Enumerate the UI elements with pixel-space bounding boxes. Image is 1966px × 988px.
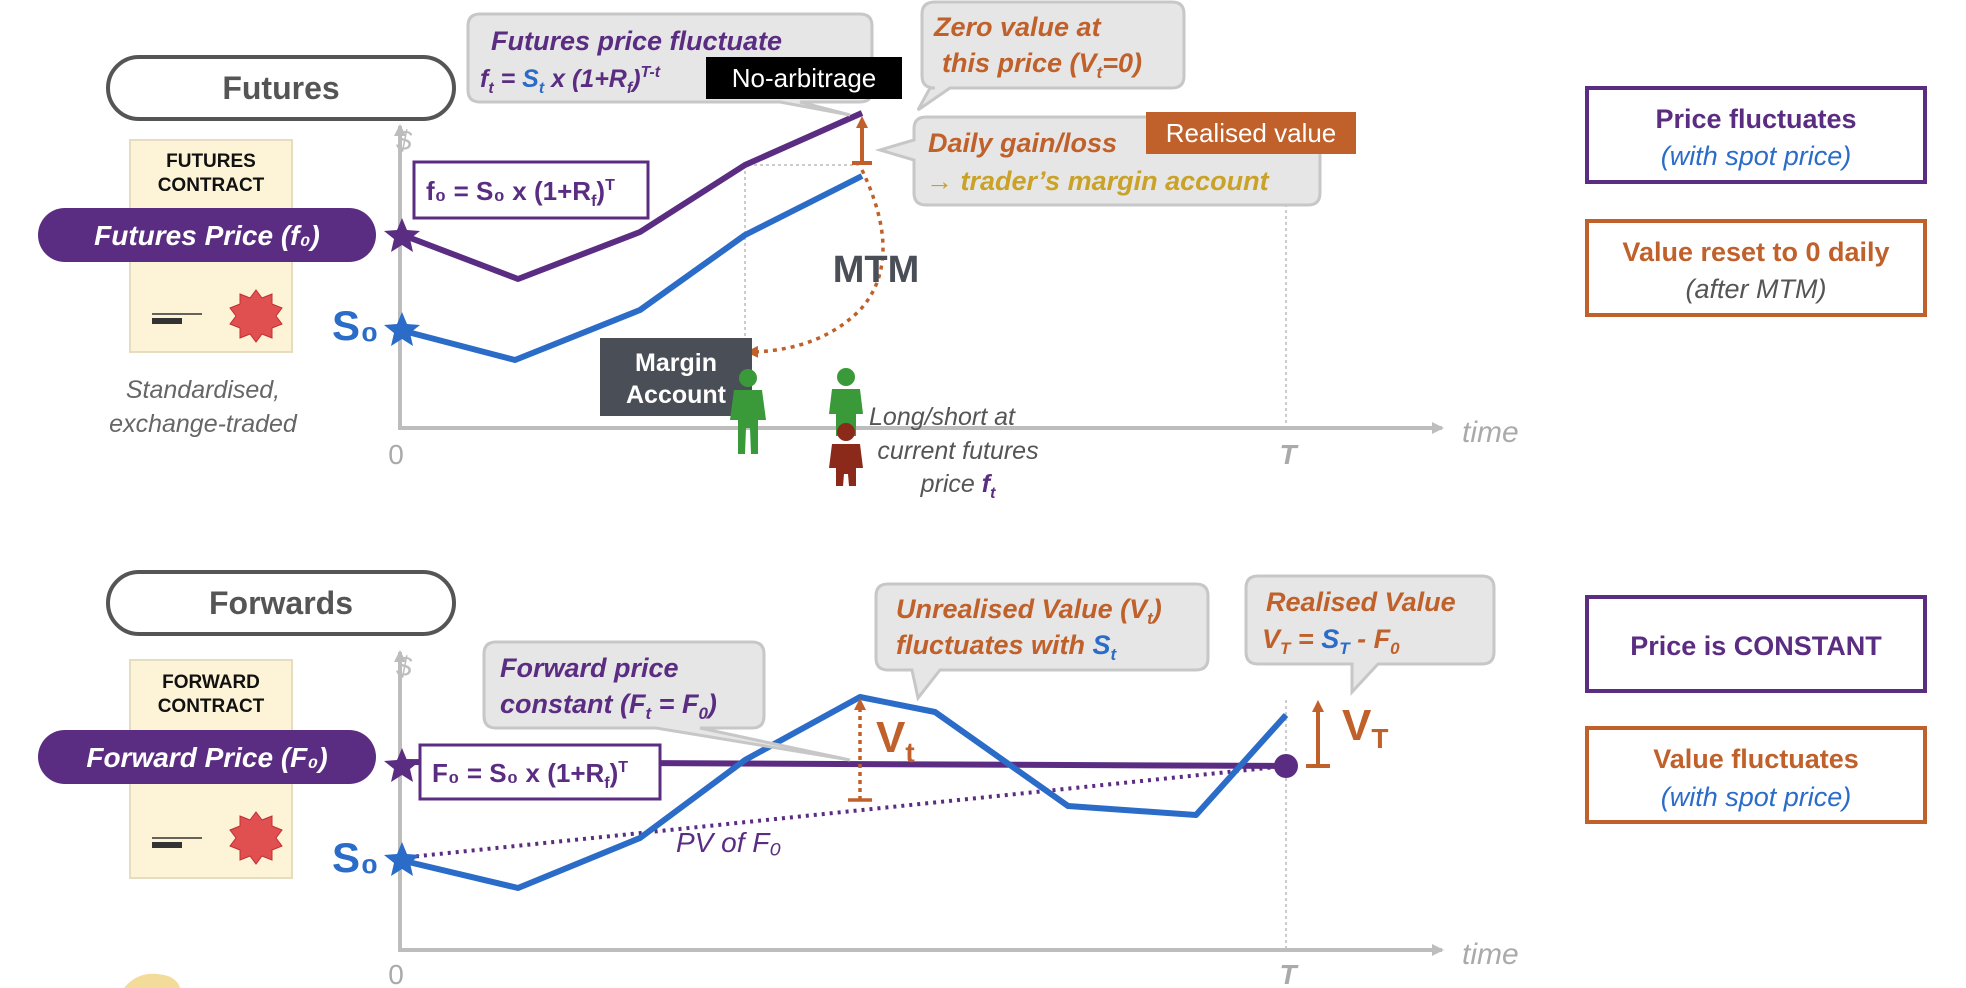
forward-price-star-icon bbox=[384, 748, 420, 782]
unrealised-value-line1: Unrealised Value (Vt) bbox=[896, 594, 1162, 628]
forward-constant-bubble bbox=[482, 640, 851, 762]
forwards-formula: F₀ = S₀ x (1+Rf)T bbox=[432, 758, 628, 792]
futures-header: Futures bbox=[222, 70, 339, 106]
mtm-arrow bbox=[746, 169, 885, 358]
futures-fluctuate-line2: ft = St x (1+Rf)T-t bbox=[480, 64, 661, 97]
vt-label: Vt bbox=[876, 713, 915, 768]
futures-header-pill bbox=[106, 55, 456, 121]
futures-price-line bbox=[398, 110, 864, 282]
no-arbitrage-label: No-arbitrage bbox=[732, 63, 877, 93]
unrealised-value-line2: fluctuates with St bbox=[896, 630, 1118, 664]
signature-icon bbox=[152, 313, 202, 324]
forwards-side-box-price-title: Price is CONSTANT bbox=[1630, 631, 1882, 661]
futures-maturity-label: T bbox=[1279, 439, 1299, 470]
futures-spot-line bbox=[399, 173, 864, 363]
zero-value-line1: Zero value at bbox=[933, 12, 1102, 42]
forward-constant-line2: constant (Ft = F0) bbox=[500, 689, 717, 723]
forwards-y-axis-label: $ bbox=[395, 651, 412, 682]
trader-green-icon bbox=[730, 369, 766, 454]
futures-note-line1: Standardised, bbox=[126, 376, 280, 404]
futures-contract-line1: FUTURES bbox=[166, 151, 256, 172]
longshort-line3: price ft bbox=[920, 470, 996, 502]
forwards-header-pill bbox=[106, 570, 456, 636]
futures-price-label: Futures Price (f₀) bbox=[94, 220, 320, 251]
longshort-line1: Long/short at bbox=[869, 403, 1016, 431]
futures-side-box-price-sub: (with spot price) bbox=[1661, 141, 1852, 171]
longshort-line2: current futures bbox=[877, 437, 1038, 465]
futures-price-star-icon bbox=[384, 218, 420, 252]
forwards-maturity-label: T bbox=[1279, 959, 1299, 988]
forwards-seal-icon bbox=[229, 811, 283, 865]
realised-value-label: Realised value bbox=[1166, 118, 1337, 148]
no-arbitrage-tag bbox=[706, 57, 902, 99]
futures-formula: f₀ = S₀ x (1+Rf)T bbox=[426, 176, 615, 210]
forward-price-pill bbox=[38, 730, 376, 784]
forwards-origin-label: 0 bbox=[388, 959, 404, 988]
margin-account-box bbox=[600, 338, 752, 416]
forward-price-label: Forward Price (F₀) bbox=[86, 742, 327, 773]
realised-value-tag bbox=[1146, 112, 1356, 154]
unrealised-value-bubble bbox=[874, 582, 1210, 702]
futures-contract-line2: CONTRACT bbox=[158, 175, 265, 196]
futures-spot-star-icon bbox=[384, 312, 420, 346]
futures-note-line2: exchange-traded bbox=[109, 410, 298, 438]
futures-x-axis-label: time bbox=[1462, 416, 1519, 449]
seal-icon bbox=[229, 289, 283, 343]
futures-side-box-value-title: Value reset to 0 daily bbox=[1622, 237, 1889, 267]
realised-value-line1: Realised Value bbox=[1266, 587, 1456, 617]
forwards-formula-box bbox=[418, 743, 662, 801]
trader-long-icon bbox=[829, 368, 863, 436]
futures-side-box-value bbox=[1585, 219, 1927, 317]
forwards-spot-label: S₀ bbox=[332, 834, 379, 881]
realised-value-line2: VT = ST - F0 bbox=[1262, 624, 1400, 658]
forwards-spot-line bbox=[399, 694, 1289, 891]
forwards-side-box-value-sub: (with spot price) bbox=[1661, 782, 1852, 812]
vT-label: VT bbox=[1342, 701, 1388, 754]
forwards-contract-line2: CONTRACT bbox=[158, 696, 265, 717]
daily-gain-line1: Daily gain/loss bbox=[928, 128, 1117, 158]
pv-label: PV of F₀ bbox=[676, 827, 781, 858]
margin-account-line2: Account bbox=[626, 381, 727, 409]
forwards-side-box-value-title: Value fluctuates bbox=[1653, 744, 1859, 774]
futures-side-box-value-sub: (after MTM) bbox=[1686, 274, 1827, 304]
forwards-contract-line1: FORWARD bbox=[162, 672, 260, 693]
forwards-x-axis-label: time bbox=[1462, 938, 1519, 971]
forward-constant-line1: Forward price bbox=[500, 653, 679, 683]
realised-value-bubble bbox=[1244, 574, 1496, 696]
daily-gain-line2: → trader’s margin account bbox=[926, 166, 1270, 196]
futures-origin-label: 0 bbox=[388, 439, 404, 470]
mtm-label: MTM bbox=[833, 249, 920, 291]
forwards-side-box-price bbox=[1585, 595, 1927, 693]
futures-formula-box bbox=[412, 160, 650, 220]
forwards-side-box-value bbox=[1585, 726, 1927, 824]
futures-side-box-price-title: Price fluctuates bbox=[1655, 104, 1856, 134]
margin-account-line1: Margin bbox=[635, 349, 717, 377]
futures-fluctuate-line1: Futures price fluctuate bbox=[491, 26, 782, 56]
forwards-signature-icon bbox=[152, 837, 202, 848]
futures-spot-label: S₀ bbox=[332, 302, 379, 349]
forwards-spot-star-icon bbox=[384, 842, 420, 876]
futures-y-axis-label: $ bbox=[395, 125, 412, 156]
zero-value-bubble bbox=[916, 0, 1186, 112]
forwards-header: Forwards bbox=[209, 585, 353, 621]
futures-price-pill bbox=[38, 208, 376, 262]
trader-short-icon bbox=[829, 423, 863, 486]
futures-side-box-price bbox=[1585, 86, 1927, 184]
decorative-corner-shape bbox=[124, 973, 180, 988]
zero-value-line2: this price (Vt=0) bbox=[942, 48, 1142, 82]
